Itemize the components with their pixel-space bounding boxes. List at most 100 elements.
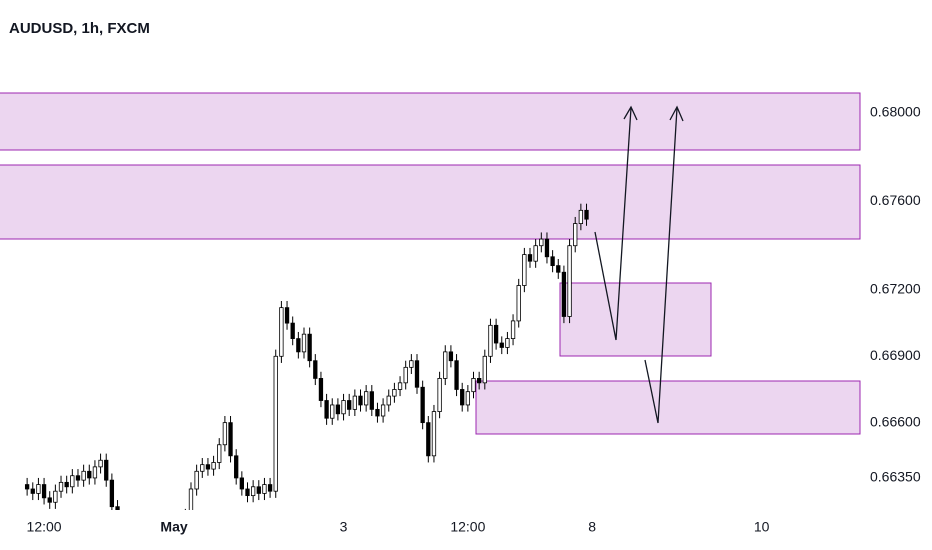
candle-body xyxy=(222,422,228,446)
candle-body xyxy=(550,256,555,267)
candle-body xyxy=(561,271,567,317)
candle-body xyxy=(567,245,572,317)
candle-body xyxy=(539,238,544,247)
candle-body xyxy=(133,544,137,548)
candle-body xyxy=(556,265,561,273)
candle-body xyxy=(296,338,301,353)
candle-body xyxy=(92,466,98,479)
candle-body xyxy=(47,497,52,503)
candle-body xyxy=(397,382,403,390)
chart-title: AUDUSD, 1h, FXCM xyxy=(9,20,150,37)
candle-body xyxy=(443,351,448,379)
candle-body xyxy=(279,307,284,357)
candle-body xyxy=(290,322,295,339)
candle-body xyxy=(250,486,256,497)
candle-body xyxy=(144,542,148,550)
candle-body xyxy=(267,484,273,492)
candle-body xyxy=(471,378,476,393)
candle-body xyxy=(127,538,131,545)
candle-body xyxy=(392,389,397,397)
resistance-zone xyxy=(0,164,861,240)
candle-body xyxy=(493,324,499,344)
candle-body xyxy=(330,404,335,419)
candle-body xyxy=(138,542,142,549)
candle-body xyxy=(172,538,176,545)
candle-body xyxy=(245,488,250,497)
resistance-zone xyxy=(0,92,861,151)
candle-body xyxy=(335,404,341,415)
candle-body xyxy=(36,484,41,494)
candle-body xyxy=(273,355,278,492)
candle-body xyxy=(544,238,550,258)
candle-body xyxy=(369,391,374,410)
candle-body xyxy=(465,391,471,406)
support-zone xyxy=(475,380,861,435)
candle-body xyxy=(533,245,538,262)
candle-body xyxy=(98,459,103,468)
candle-body xyxy=(75,475,81,481)
candle-body xyxy=(527,254,533,262)
y-tick-label: 0.67200 xyxy=(870,281,921,297)
candle-body xyxy=(239,477,244,490)
arrow-head xyxy=(623,105,638,121)
y-tick-label: 0.66350 xyxy=(870,469,921,485)
candle-body xyxy=(460,389,465,406)
candle-body xyxy=(53,490,58,503)
y-tick-label: 0.67600 xyxy=(870,192,921,208)
candle-body xyxy=(573,223,578,247)
drawings xyxy=(0,92,861,435)
candle-body xyxy=(211,462,216,470)
projection-arrow xyxy=(594,107,632,341)
x-tick-label: May xyxy=(160,519,187,535)
candle-body xyxy=(205,464,211,470)
candle-body xyxy=(41,484,47,499)
candle-body xyxy=(482,355,487,384)
candle-body xyxy=(70,475,75,488)
candle-body xyxy=(307,333,312,362)
candles xyxy=(24,203,589,550)
candle-body xyxy=(155,546,159,550)
candle-body xyxy=(380,404,386,417)
candle-body xyxy=(437,378,442,412)
candle-body xyxy=(81,470,86,481)
x-tick-label: 3 xyxy=(340,519,348,535)
candle-body xyxy=(420,386,425,424)
candle-body xyxy=(217,444,222,463)
candle-body xyxy=(115,506,120,510)
candle-body xyxy=(584,209,589,220)
candle-body xyxy=(188,488,194,510)
candle-body xyxy=(409,360,414,368)
candle-body xyxy=(352,395,358,410)
candle-body xyxy=(262,484,267,494)
candle-body xyxy=(358,395,363,406)
candle-body xyxy=(347,400,352,410)
candle-body xyxy=(403,366,408,384)
candle-body xyxy=(87,470,92,479)
candle-body xyxy=(522,254,527,286)
demand-zone xyxy=(559,282,712,357)
candle-body xyxy=(341,400,346,415)
candle-body xyxy=(104,459,109,481)
candle-body xyxy=(414,360,420,388)
candle-body xyxy=(109,479,115,508)
candle-body xyxy=(448,351,454,362)
candle-body xyxy=(375,408,380,417)
x-tick-label: 8 xyxy=(588,519,596,535)
x-tick-label: 12:00 xyxy=(450,519,485,535)
candle-body xyxy=(488,324,493,357)
candle-body xyxy=(228,422,233,457)
candle-body xyxy=(499,342,504,348)
candle-body xyxy=(431,411,437,457)
projection-arrow xyxy=(644,107,678,424)
candle-body xyxy=(318,378,324,401)
candle-body xyxy=(578,209,584,224)
candle-body xyxy=(454,360,459,390)
candle-body xyxy=(121,529,125,538)
candle-body xyxy=(363,391,369,406)
candle-body xyxy=(313,360,318,379)
candle-body xyxy=(64,481,69,488)
candle-body xyxy=(505,338,510,348)
candle-body xyxy=(284,307,290,324)
candle-body xyxy=(516,285,521,322)
candle-body xyxy=(510,320,516,339)
